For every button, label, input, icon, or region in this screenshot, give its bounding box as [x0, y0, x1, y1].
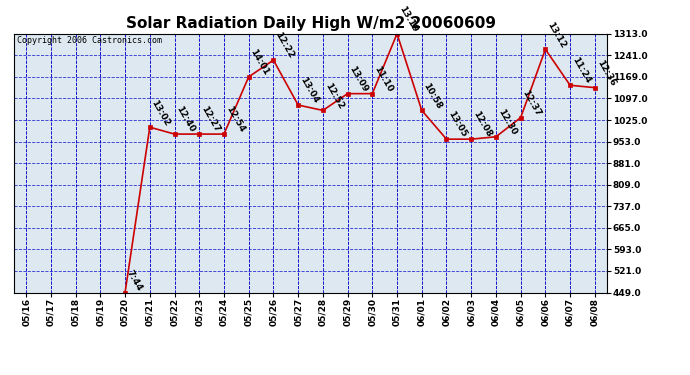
Text: 12:22: 12:22	[273, 31, 295, 60]
Text: 13:04: 13:04	[298, 76, 320, 105]
Text: 12:30: 12:30	[496, 108, 518, 137]
Text: 12:36: 12:36	[595, 58, 617, 88]
Text: 12:52: 12:52	[323, 81, 345, 110]
Text: 10:58: 10:58	[422, 81, 444, 110]
Text: 12:08: 12:08	[471, 110, 493, 139]
Text: 13:02: 13:02	[150, 98, 172, 127]
Text: Copyright 2006 Castronics.com: Copyright 2006 Castronics.com	[17, 36, 161, 45]
Text: 7:44: 7:44	[125, 268, 144, 292]
Text: 13:09: 13:09	[348, 64, 370, 94]
Text: 13:05: 13:05	[446, 110, 469, 139]
Text: 12:40: 12:40	[175, 105, 197, 134]
Text: 11:24: 11:24	[570, 56, 592, 85]
Text: 13:19: 13:19	[397, 4, 420, 34]
Text: 13:12: 13:12	[545, 20, 567, 50]
Text: 12:54: 12:54	[224, 105, 246, 134]
Text: 11:10: 11:10	[373, 64, 395, 94]
Text: 12:37: 12:37	[521, 88, 543, 118]
Text: 14:01: 14:01	[248, 48, 270, 77]
Title: Solar Radiation Daily High W/m2 20060609: Solar Radiation Daily High W/m2 20060609	[126, 16, 495, 31]
Text: 12:27: 12:27	[199, 105, 221, 134]
